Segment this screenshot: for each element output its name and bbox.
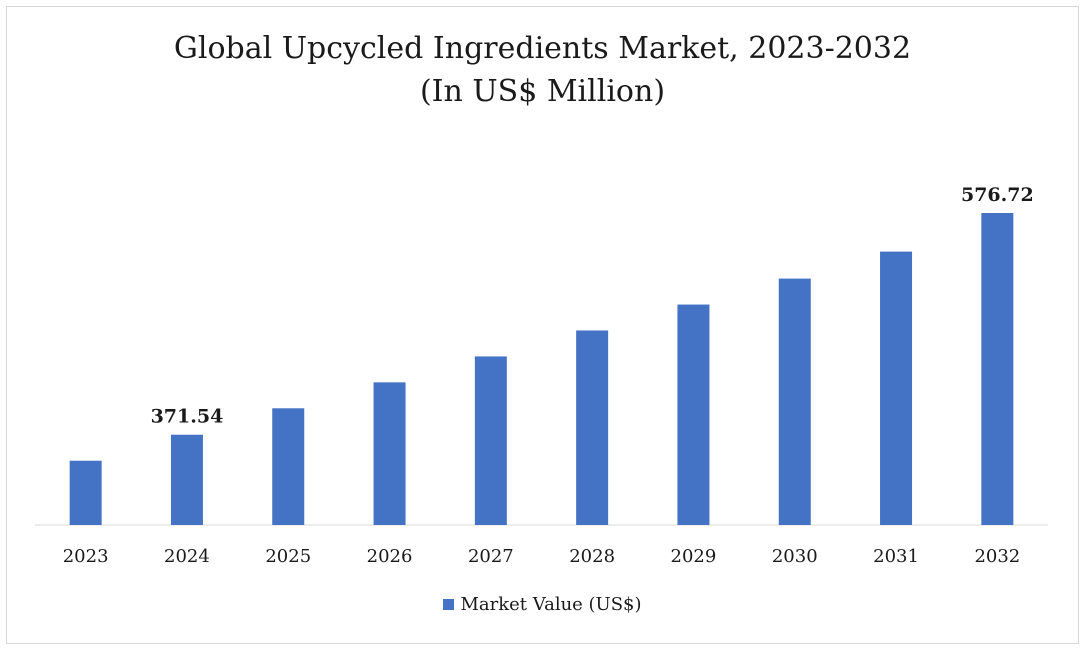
x-tick-label-2031: 2031 <box>873 546 919 567</box>
bar-2032 <box>981 213 1014 525</box>
chart-title: Global Upcycled Ingredients Market, 2023… <box>173 31 912 66</box>
bar-2031 <box>880 251 913 525</box>
x-tick-label-2024: 2024 <box>164 546 210 567</box>
bar-2030 <box>778 278 811 525</box>
bar-2027 <box>474 356 507 525</box>
x-tick-label-2025: 2025 <box>265 546 311 567</box>
x-tick-label-2027: 2027 <box>468 546 514 567</box>
bar-2024 <box>170 434 203 525</box>
legend: Market Value (US$) <box>0 594 1085 615</box>
bar-2023 <box>69 460 102 525</box>
x-tick-label-2030: 2030 <box>772 546 818 567</box>
bar-2028 <box>576 330 609 525</box>
bar-2026 <box>373 382 406 525</box>
x-tick-label-2023: 2023 <box>63 546 109 567</box>
chart-subtitle: (In US$ Million) <box>419 74 666 109</box>
bar-2025 <box>272 408 305 525</box>
data-label-2024: 371.54 <box>151 406 224 428</box>
x-tick-label-2028: 2028 <box>569 546 615 567</box>
x-tick-label-2026: 2026 <box>367 546 413 567</box>
legend-swatch <box>443 599 455 610</box>
bar-2029 <box>677 304 710 525</box>
data-label-2032: 576.72 <box>961 184 1034 206</box>
legend-label: Market Value (US$) <box>460 594 642 615</box>
x-tick-label-2029: 2029 <box>671 546 717 567</box>
x-tick-label-2032: 2032 <box>974 546 1020 567</box>
